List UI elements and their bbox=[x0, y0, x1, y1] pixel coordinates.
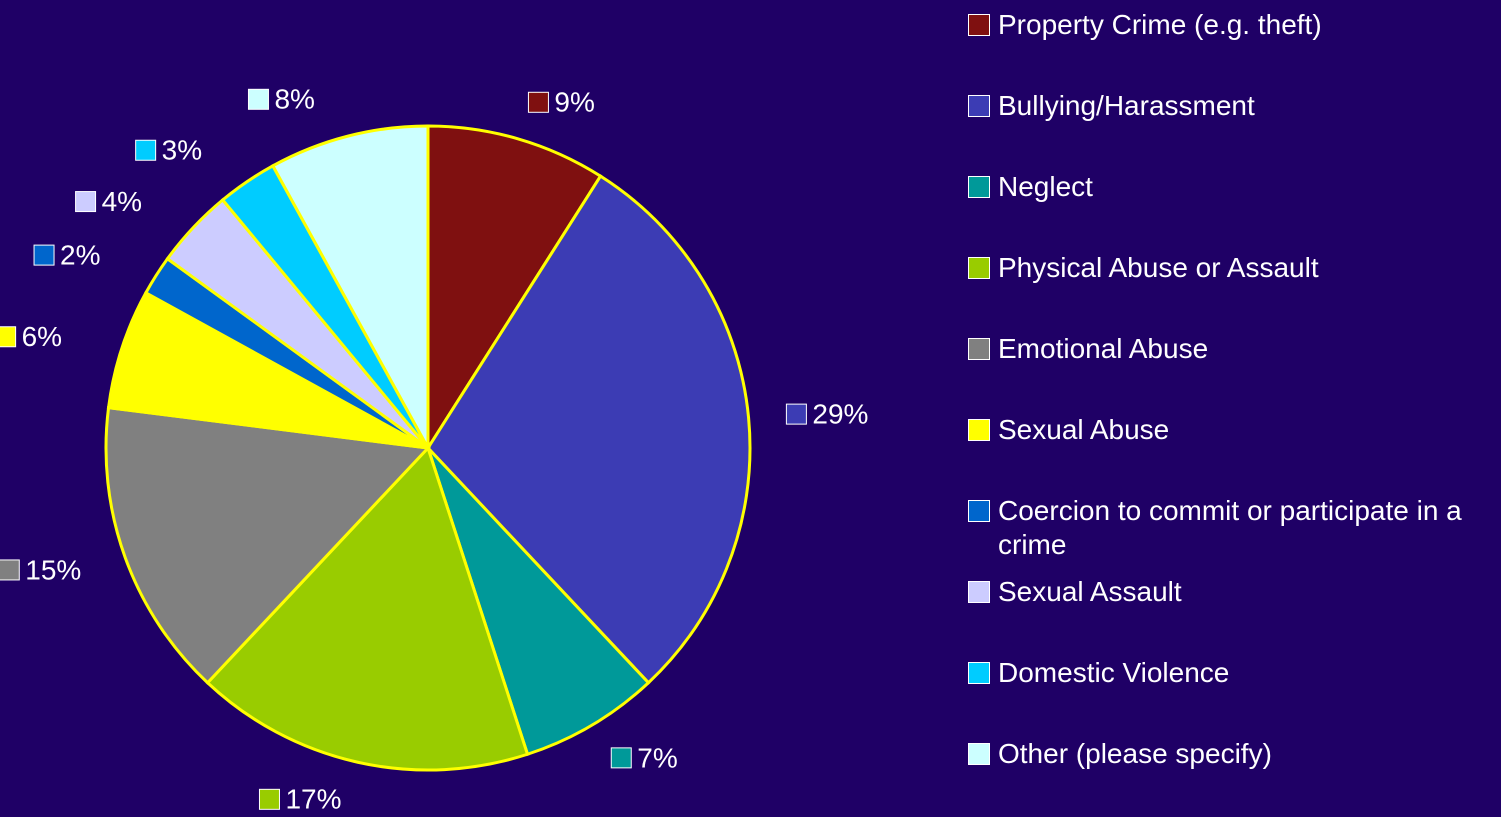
data-label: 15% bbox=[25, 554, 81, 585]
legend-label: Sexual Assault bbox=[998, 576, 1182, 607]
label-swatch bbox=[0, 326, 17, 348]
legend-item: Sexual Abuse bbox=[968, 413, 1493, 447]
label-swatch bbox=[75, 191, 97, 213]
label-swatch bbox=[527, 91, 549, 113]
label-swatch bbox=[135, 139, 157, 161]
data-label: 6% bbox=[22, 321, 62, 352]
legend-label: Physical Abuse or Assault bbox=[998, 252, 1319, 283]
legend-label: Sexual Abuse bbox=[998, 414, 1170, 445]
data-label: 8% bbox=[274, 84, 314, 115]
legend-item: Neglect bbox=[968, 170, 1493, 204]
legend-item: Bullying/Harassment bbox=[968, 89, 1493, 123]
legend-swatch bbox=[968, 419, 990, 441]
legend-item: Property Crime (e.g. theft) bbox=[968, 8, 1493, 42]
pie-slice bbox=[205, 445, 530, 772]
data-label: 4% bbox=[102, 186, 142, 217]
legend-item: Other (please specify) bbox=[968, 737, 1493, 771]
legend-label: Bullying/Harassment bbox=[998, 90, 1255, 121]
legend-label: Emotional Abuse bbox=[998, 333, 1209, 364]
data-label: 9% bbox=[554, 87, 594, 118]
data-label: 2% bbox=[60, 239, 100, 270]
data-label: 7% bbox=[637, 742, 677, 773]
data-label: 29% bbox=[812, 399, 868, 430]
legend-swatch bbox=[968, 95, 990, 117]
label-swatch bbox=[247, 88, 269, 110]
label-swatch bbox=[258, 788, 280, 810]
data-label: 3% bbox=[162, 135, 202, 166]
legend-item: Domestic Violence bbox=[968, 656, 1493, 690]
label-swatch bbox=[0, 559, 20, 581]
legend-swatch bbox=[968, 176, 990, 198]
legend-label: Domestic Violence bbox=[998, 657, 1230, 688]
legend-label: Other (please specify) bbox=[998, 738, 1272, 769]
legend-label: Property Crime (e.g. theft) bbox=[998, 9, 1322, 40]
legend-swatch bbox=[968, 662, 990, 684]
legend-swatch bbox=[968, 14, 990, 36]
pie-slice bbox=[426, 124, 603, 454]
legend-item: Coercion to commit or participate in a c… bbox=[968, 494, 1493, 562]
pie-slice bbox=[270, 124, 430, 449]
legend-swatch bbox=[968, 581, 990, 603]
legend-swatch bbox=[968, 257, 990, 279]
data-label: 17% bbox=[285, 784, 341, 815]
legend-item: Sexual Assault bbox=[968, 575, 1493, 609]
pie-slice bbox=[106, 290, 429, 450]
label-swatch bbox=[610, 747, 632, 769]
legend-item: Physical Abuse or Assault bbox=[968, 251, 1493, 285]
label-swatch bbox=[785, 403, 807, 425]
legend-swatch bbox=[968, 743, 990, 765]
legend-label: Coercion to commit or participate in a c… bbox=[998, 495, 1462, 560]
legend-label: Neglect bbox=[998, 171, 1093, 202]
legend-swatch bbox=[968, 338, 990, 360]
pie-slice bbox=[104, 405, 432, 685]
legend-item: Emotional Abuse bbox=[968, 332, 1493, 366]
pie-slice bbox=[426, 446, 651, 757]
pie-slice bbox=[426, 174, 752, 685]
legend-swatch bbox=[968, 500, 990, 522]
label-swatch bbox=[33, 244, 55, 266]
